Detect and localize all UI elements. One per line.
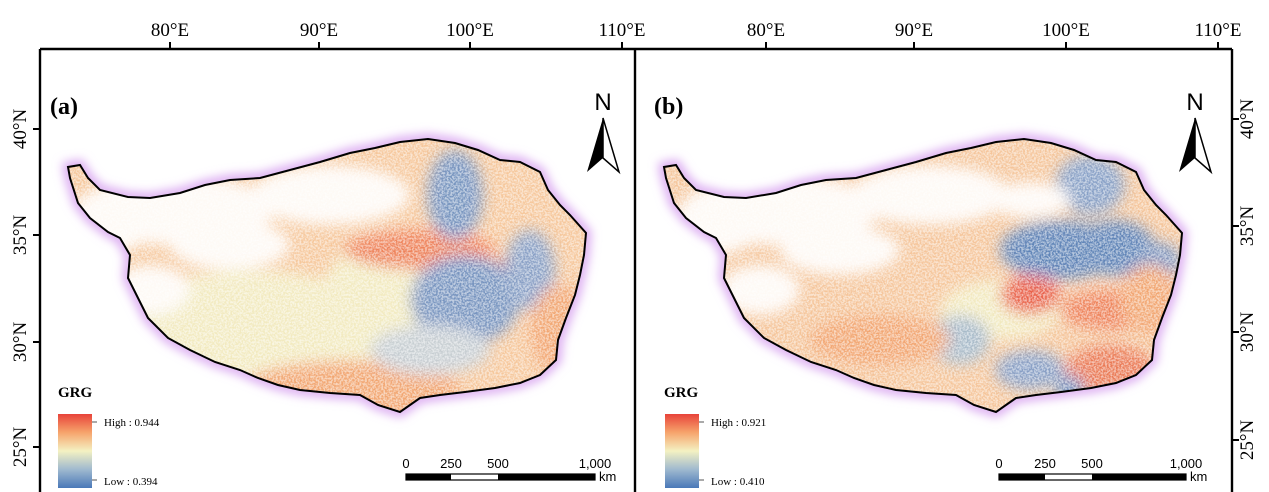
plateau-outline (66, 137, 588, 414)
lon-label: 90°E (300, 20, 338, 41)
panel-label: (a) (50, 94, 78, 120)
north-arrow-icon (1179, 118, 1195, 172)
lon-label: 110°E (1195, 20, 1242, 41)
scale-unit: km (1190, 469, 1207, 484)
legend-low-label: Low : 0.394 (104, 476, 158, 488)
north-arrow-icon (587, 118, 603, 172)
scale-tick: 0 (402, 456, 409, 471)
north-letter: N (594, 89, 611, 116)
lon-label: 110°E (599, 20, 646, 41)
panel-label: (b) (654, 94, 683, 120)
lon-label: 80°E (151, 20, 189, 41)
map-panel-a: (a) N GRG High : 0.944 Low : 0.394 0 250… (50, 89, 621, 488)
north-arrow-icon (1194, 117, 1213, 175)
scale-tick: 250 (440, 456, 462, 471)
legend-title: GRG (664, 385, 699, 401)
frame-ticks (33, 42, 1239, 448)
lat-label: 25°N (10, 427, 31, 468)
scale-tick: 250 (1034, 456, 1056, 471)
scale-tick: 500 (487, 456, 509, 471)
north-arrow: N (587, 89, 621, 175)
legend-color-ramp (58, 414, 92, 488)
lat-label: 35°N (1237, 206, 1258, 247)
north-arrow-icon (602, 117, 621, 175)
legend-color-ramp (665, 414, 699, 488)
scale-bar: 0 250 500 1,000 km (995, 456, 1207, 484)
lon-labels-a: 80°E 90°E 100°E 110°E (151, 20, 646, 41)
grg-raster-a (68, 139, 586, 412)
lon-label: 100°E (446, 20, 494, 41)
legend: GRG High : 0.921 Low : 0.410 (664, 385, 766, 488)
lon-label: 100°E (1042, 20, 1090, 41)
legend: GRG High : 0.944 Low : 0.394 (58, 385, 160, 488)
lat-label: 30°N (1237, 312, 1258, 353)
legend-high-label: High : 0.921 (711, 417, 766, 429)
scale-tick: 1,000 (579, 456, 612, 471)
lat-label: 40°N (10, 109, 31, 150)
scale-unit: km (599, 469, 616, 484)
lon-label: 80°E (747, 20, 785, 41)
lat-labels-right: 40°N 35°N 30°N 25°N (1237, 99, 1258, 461)
legend-low-label: Low : 0.410 (711, 476, 765, 488)
plateau-outline (662, 137, 1184, 414)
scale-tick: 1,000 (1170, 456, 1203, 471)
lat-label: 35°N (10, 215, 31, 256)
lat-label: 40°N (1237, 99, 1258, 140)
legend-high-label: High : 0.944 (104, 417, 160, 429)
lon-labels-b: 80°E 90°E 100°E 110°E (747, 20, 1242, 41)
legend-title: GRG (58, 385, 93, 401)
scale-bar: 0 250 500 1,000 km (402, 456, 616, 484)
map-frames (38, 47, 1234, 492)
lat-label: 30°N (10, 322, 31, 363)
north-arrow: N (1179, 89, 1213, 175)
scale-tick: 500 (1081, 456, 1103, 471)
lat-labels-left: 40°N 35°N 30°N 25°N (10, 109, 31, 468)
plateau-map-a (62, 133, 592, 418)
lon-label: 90°E (895, 20, 933, 41)
lat-label: 25°N (1237, 420, 1258, 461)
north-letter: N (1186, 89, 1203, 116)
scale-tick: 0 (995, 456, 1002, 471)
